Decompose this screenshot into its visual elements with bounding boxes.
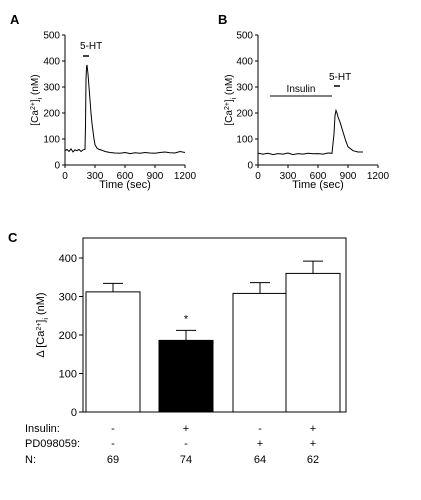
bar-2 [158,339,214,413]
panel-a-y-tick-label: 100 [43,135,60,146]
panel-a-x-tick-label: 1200 [174,171,197,182]
panel-b-insulin-label: Insulin [287,84,316,95]
panel-a-x-axis-label: Time (sec) [99,179,151,191]
panel-b-x-tick-label: 600 [310,171,327,182]
panel-b-y-tick-label: 100 [236,135,253,146]
table-cell: 64 [254,454,266,466]
table-cell: + [183,423,189,435]
panel-b-x-tick-label: 300 [280,171,297,182]
panel-b-x-tick-label: 1200 [367,171,390,182]
panel-c-y-tick-label: 200 [59,330,77,342]
table-cell: - [258,423,262,435]
panel-label-a: A [10,12,20,27]
panel-a-5ht-label: 5-HT [80,41,102,52]
table-cell: - [111,423,115,435]
panel-b-y-tick-label: 300 [236,83,253,94]
significance-marker: * [184,313,189,325]
panel-label-c: C [8,230,18,245]
table-row-label: PD098059: [25,438,80,450]
table-cell: + [310,438,316,450]
table-row-label: N: [25,454,36,466]
bar-4 [285,272,341,413]
panel-c-y-tick-label: 400 [59,253,77,265]
table-cell: + [257,438,263,450]
table-cell: + [310,423,316,435]
panel-c-y-tick-label: 0 [71,407,77,419]
panel-b-y-axis-label: [Ca2+]i (nM) [224,74,238,125]
panel-b-y-tick-label: 200 [236,109,253,120]
panel-a-trace [64,64,186,155]
panel-b-y-tick-label: 0 [247,161,253,172]
panel-b-x-tick-label: 0 [255,171,261,182]
panel-c-plot-frame [82,237,347,413]
panel-a-x-tick-label: 600 [117,171,134,182]
panel-b-y-tick-label: 500 [236,31,253,42]
panel-b-trace [257,108,363,156]
panel-c-y-tick-label: 100 [59,369,77,381]
panel-b-5ht-label: 5-HT [329,72,351,83]
panel-a-x-tick-label: 0 [62,171,68,182]
bar-1 [85,291,141,413]
table-cell: - [184,438,188,450]
panel-a-y-tick-label: 400 [43,57,60,68]
panel-a-y-tick-label: 200 [43,109,60,120]
panel-a-y-tick-label: 500 [43,31,60,42]
panel-c-y-axis-label: Δ [Ca2+]i (nM) [35,292,50,357]
table-cell: 69 [107,454,119,466]
chart-panel-a: 0 100 200 300 400 500 0 300 600 900 1200 5-HT Tim… [30,31,197,192]
panel-b-x-axis-label: Time (sec) [292,179,344,191]
panel-a-y-tick-label: 300 [43,83,60,94]
panel-b-y-tick-label: 400 [236,57,253,68]
panel-a-y-tick-label: 0 [54,161,60,172]
table-cell: 62 [307,454,319,466]
panel-b-x-tick-label: 900 [340,171,357,182]
bar-3 [232,292,288,413]
panel-a-x-tick-label: 900 [147,171,164,182]
table-cell: 74 [180,454,192,466]
table-cell: - [111,438,115,450]
chart-panel-c: 0 100 200 300 400 * Δ [Ca2+]i (nM) Insulin: -… [25,237,347,466]
table-row-label: Insulin: [25,423,60,435]
panel-label-b: B [218,12,227,27]
panel-c-y-tick-label: 300 [59,292,77,304]
panel-a-y-axis-label: [Ca2+]i (nM) [30,74,44,125]
panel-a-x-tick-label: 300 [87,171,104,182]
